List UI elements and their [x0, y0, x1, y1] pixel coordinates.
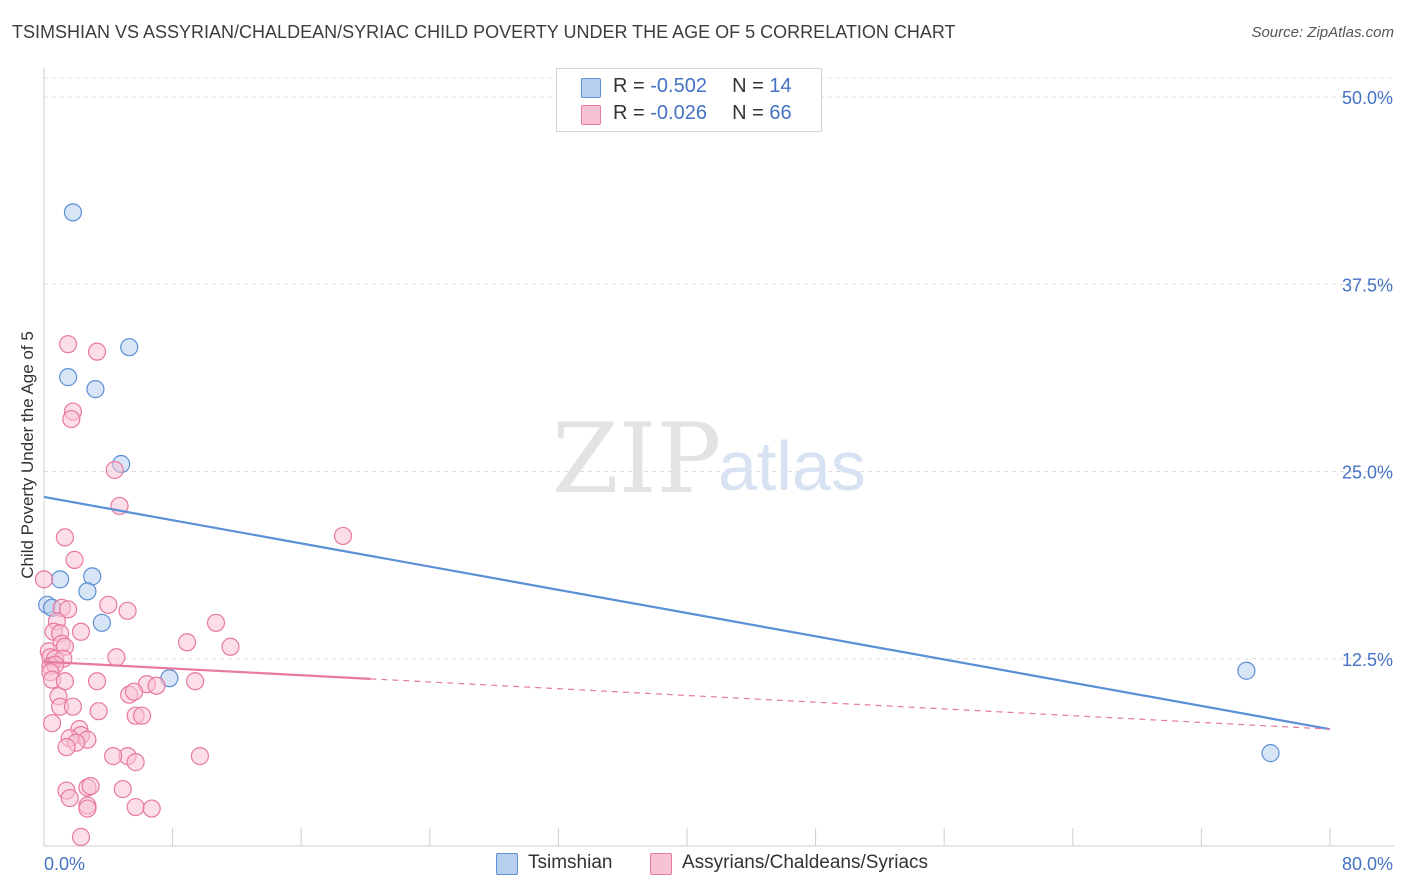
point-assyrians: [147, 676, 166, 695]
point-assyrians: [99, 595, 118, 614]
tick-labels: 12.5% 25.0% 37.5% 50.0% 0.0% 80.0%: [44, 88, 1393, 874]
legend-n-value: 14: [769, 75, 792, 97]
point-assyrians: [142, 799, 161, 818]
point-tsimshian: [1237, 661, 1256, 680]
point-assyrians: [126, 797, 145, 817]
point-tsimshian: [63, 203, 83, 222]
x-tick-label: 80.0%: [1342, 854, 1393, 874]
source-credit: Source: ZipAtlas.com: [1251, 24, 1394, 41]
legend-swatch-assyrians: [581, 105, 601, 125]
point-assyrians: [60, 788, 79, 808]
point-assyrians: [118, 601, 137, 620]
point-assyrians: [113, 779, 132, 799]
y-tick-label: 37.5%: [1342, 275, 1393, 295]
legend-r-label: R =: [613, 102, 651, 124]
point-assyrians: [105, 460, 124, 480]
point-assyrians: [71, 622, 91, 641]
point-assyrians: [57, 738, 76, 757]
point-assyrians: [124, 682, 144, 701]
point-assyrians: [87, 672, 107, 691]
stats-legend: R = -0.502 N = 14 R = -0.026 N = 66: [556, 68, 822, 132]
point-tsimshian: [92, 613, 111, 632]
legend-r-value: -0.502: [650, 75, 707, 97]
point-assyrians: [206, 613, 226, 632]
bottom-legend-label-tsimshian: Tsimshian: [528, 852, 613, 873]
watermark-atlas: atlas: [718, 427, 866, 505]
point-assyrians: [63, 697, 83, 716]
trend-line-tsimshian: [43, 495, 1331, 731]
legend-swatch-tsimshian: [581, 78, 601, 98]
trend-lines: [43, 495, 1331, 731]
point-assyrians: [81, 776, 100, 796]
point-assyrians: [104, 747, 123, 766]
point-assyrians: [87, 342, 107, 361]
point-assyrians: [190, 747, 210, 766]
point-assyrians: [55, 528, 74, 547]
bottom-legend-swatch-assyrians: [650, 853, 672, 875]
point-tsimshian: [78, 582, 97, 601]
y-tick-label: 12.5%: [1342, 650, 1393, 670]
point-assyrians: [59, 335, 78, 354]
legend-r-label: R =: [613, 75, 651, 97]
point-assyrians: [71, 827, 91, 847]
point-tsimshian: [1261, 744, 1280, 763]
gridlines: [44, 77, 1394, 660]
point-assyrians: [132, 706, 152, 725]
point-tsimshian: [59, 368, 78, 387]
x-tick-label: 0.0%: [44, 854, 85, 874]
point-assyrians: [65, 550, 84, 569]
point-assyrians: [34, 570, 54, 589]
point-assyrians: [221, 637, 240, 656]
point-assyrians: [89, 702, 108, 721]
trend-line-assyrians: [43, 660, 371, 680]
point-assyrians: [42, 714, 62, 733]
point-assyrians: [186, 672, 205, 691]
data-points: [34, 203, 1280, 847]
legend-n-value: 66: [769, 102, 792, 124]
point-assyrians: [107, 648, 126, 667]
point-assyrians: [126, 753, 145, 772]
point-tsimshian: [50, 570, 70, 589]
point-tsimshian: [83, 567, 102, 586]
point-assyrians: [177, 633, 197, 652]
y-tick-label: 25.0%: [1342, 463, 1393, 483]
bottom-legend-swatch-tsimshian: [496, 853, 518, 875]
point-tsimshian: [86, 380, 105, 399]
point-assyrians: [59, 600, 78, 619]
chart-title: TSIMSHIAN VS ASSYRIAN/CHALDEAN/SYRIAC CH…: [12, 22, 956, 42]
point-assyrians: [333, 526, 353, 546]
legend-n-label: N =: [732, 102, 770, 124]
watermark-zip: ZIP: [552, 403, 721, 515]
bottom-legend-label-assyrians: Assyrians/Chaldeans/Syriacs: [682, 852, 929, 873]
point-assyrians: [55, 672, 74, 691]
y-tick-label: 50.0%: [1342, 88, 1393, 108]
point-tsimshian: [120, 338, 139, 357]
point-assyrians: [62, 409, 81, 429]
legend-n-label: N =: [732, 75, 770, 97]
point-assyrians: [78, 799, 97, 818]
axes: [43, 68, 1394, 847]
legend-r-value: -0.026: [650, 102, 707, 124]
